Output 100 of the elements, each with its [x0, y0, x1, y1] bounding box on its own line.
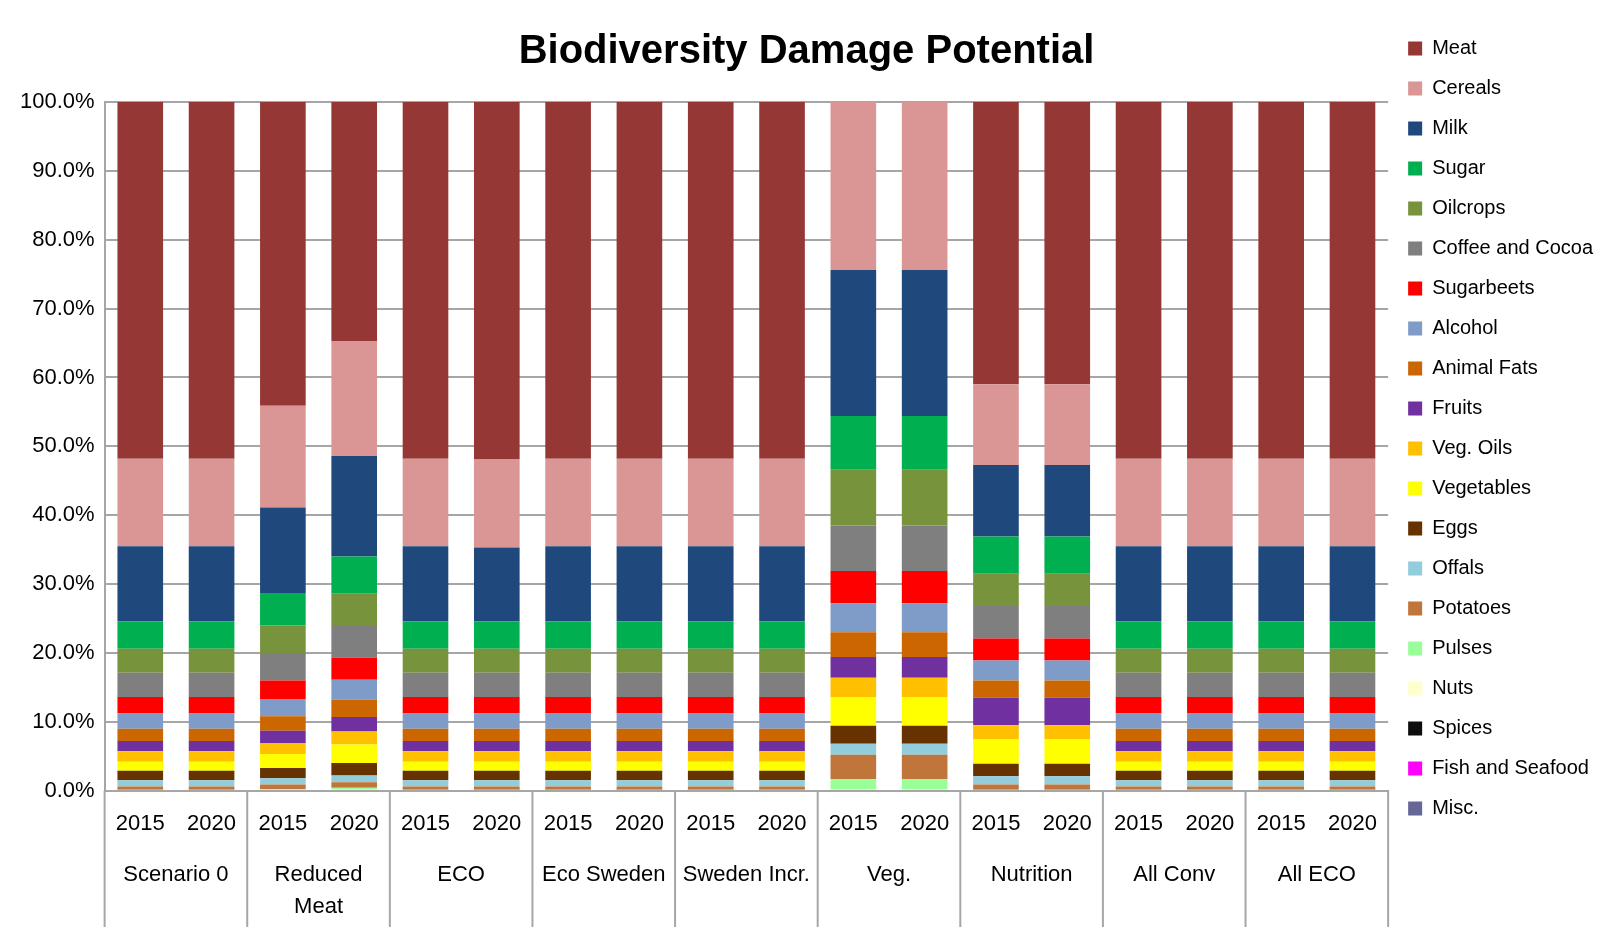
bar [901, 677, 948, 697]
bar [473, 751, 520, 762]
bar [973, 660, 1019, 681]
bar [1329, 696, 1376, 714]
legend-label: Sugarbeets [1432, 276, 1535, 299]
y-tick-label: 20.0% [32, 638, 95, 664]
bar [616, 770, 663, 781]
bar [830, 754, 877, 779]
bar [331, 657, 378, 680]
y-tick-label: 80.0% [32, 225, 95, 251]
bar [1044, 536, 1091, 574]
bar [331, 102, 378, 341]
x-tick-label: 2015 [115, 809, 165, 835]
bar [1258, 621, 1304, 649]
text: All Conv [1133, 860, 1216, 886]
bar [901, 469, 948, 526]
bar [687, 728, 734, 742]
legend-label: Offals [1432, 556, 1485, 579]
bar [331, 340, 378, 456]
bar [473, 648, 520, 673]
bar [188, 713, 235, 729]
bar [1115, 672, 1162, 697]
bar [687, 621, 734, 649]
bar [473, 728, 520, 742]
y-tick-label: 60.0% [32, 363, 95, 389]
bar [331, 775, 378, 783]
bar [901, 743, 948, 755]
bar [188, 648, 235, 673]
bar [545, 102, 591, 459]
bar [1044, 680, 1091, 698]
bar [1329, 741, 1376, 752]
bar [616, 621, 663, 649]
bar [188, 770, 235, 781]
bar [616, 102, 663, 459]
bar [830, 632, 877, 658]
bar [473, 547, 520, 622]
bar [973, 536, 1019, 574]
bar [473, 696, 520, 714]
bar [1258, 696, 1304, 714]
bar [117, 751, 164, 762]
bar [260, 593, 306, 626]
bar [616, 648, 663, 673]
bar [402, 713, 449, 729]
y-tick-label: 50.0% [32, 432, 95, 458]
bar [260, 102, 306, 406]
legend-label: Milk [1432, 116, 1469, 139]
bar [260, 754, 306, 768]
x-tick-label: 2015 [1256, 809, 1306, 835]
chart-title: Biodiversity Damage Potential [518, 27, 1095, 72]
bar [1258, 102, 1304, 459]
bar [830, 677, 877, 697]
bar [331, 556, 378, 594]
bar [616, 458, 663, 547]
bar [616, 696, 663, 714]
bar [117, 741, 164, 752]
bar [545, 621, 591, 649]
bar [616, 546, 663, 622]
bar [616, 741, 663, 752]
x-tick-label: 2020 [757, 809, 807, 835]
bar [616, 780, 663, 787]
text: Veg. [866, 860, 912, 886]
bar [759, 458, 805, 547]
bar [1258, 741, 1304, 752]
bar [759, 780, 805, 787]
x-tick-label: 2015 [828, 809, 878, 835]
bar [1115, 741, 1162, 752]
bar [1115, 458, 1162, 547]
bar [260, 652, 306, 681]
bar [1044, 384, 1091, 465]
bar [759, 621, 805, 649]
bar [402, 696, 449, 714]
bar [1187, 770, 1233, 781]
x-tick-label: 2020 [187, 809, 237, 835]
bar [687, 672, 734, 697]
x-tick-label: 2020 [900, 809, 950, 835]
bar [1187, 713, 1233, 729]
bar [117, 546, 164, 622]
bar [1329, 728, 1376, 742]
bar [402, 728, 449, 742]
bar [973, 776, 1019, 785]
bar [616, 751, 663, 762]
bar [1329, 546, 1376, 622]
bar [616, 672, 663, 697]
bar [473, 741, 520, 752]
bar [759, 728, 805, 742]
x-tick-label: 2020 [329, 809, 379, 835]
bar [901, 570, 948, 604]
x-tick-label: 2020 [614, 809, 664, 835]
text: All ECO [1277, 860, 1356, 886]
bar [260, 507, 306, 594]
bar [188, 621, 235, 649]
bar [973, 725, 1019, 739]
bar [759, 672, 805, 697]
bar [545, 648, 591, 673]
bar [1258, 728, 1304, 742]
text: Scenario 0 [123, 860, 229, 886]
legend-label: Nuts [1432, 676, 1474, 699]
bar [402, 751, 449, 762]
y-tick-label: 10.0% [32, 707, 95, 733]
bar [973, 763, 1019, 777]
